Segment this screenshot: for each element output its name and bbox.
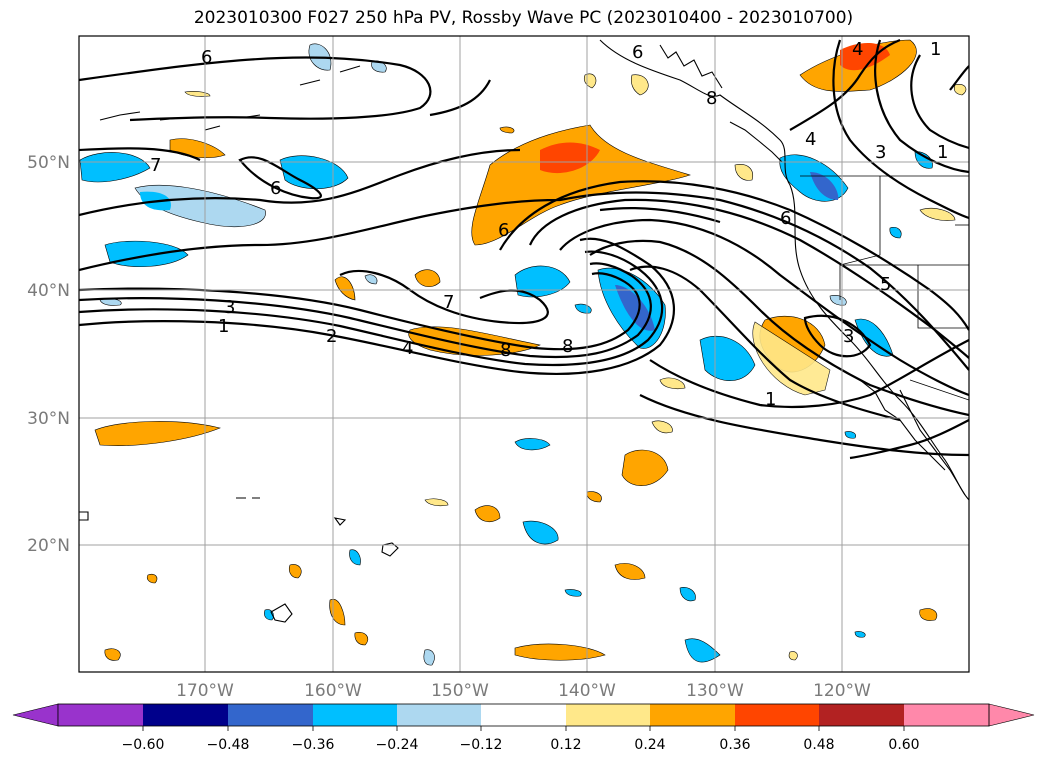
- lon-label: 160°W: [304, 681, 362, 701]
- contour-label: 3: [224, 297, 235, 318]
- colorbar-tick-label: −0.36: [292, 737, 335, 753]
- colorbar-swatch: [313, 704, 397, 726]
- contour-label: 6: [270, 178, 281, 199]
- colorbar-swatch: [819, 704, 904, 726]
- contour-label: 1: [937, 142, 948, 163]
- contour-label: 1: [765, 389, 776, 410]
- contour-label: 2: [326, 326, 337, 347]
- contour-labels: 6 7 6 3 1 2 4 6 7 8 8 6 1 5 3 1 4 3 1 4 …: [150, 39, 948, 410]
- contour-label: 4: [402, 338, 413, 359]
- contour-label: 8: [500, 340, 511, 361]
- colorbar-tick-label: 0.48: [803, 737, 834, 753]
- contour-label: 1: [930, 39, 941, 60]
- contour-label: 6: [201, 47, 212, 68]
- graticule: [79, 36, 969, 672]
- colorbar: −0.60 −0.48 −0.36 −0.24 −0.12 0.12 0.24 …: [12, 703, 1035, 753]
- lon-label: 150°W: [431, 681, 489, 701]
- contour-label: 8: [562, 336, 573, 357]
- colorbar-swatch: [650, 704, 735, 726]
- colorbar-swatch: [566, 704, 650, 726]
- map-title: 2023010300 F027 250 hPa PV, Rossby Wave …: [193, 8, 854, 28]
- positive-anomaly-fill: [94, 39, 967, 661]
- lat-label: 30°N: [27, 409, 70, 429]
- contour-label: 4: [852, 39, 863, 60]
- colorbar-swatch: [904, 704, 989, 726]
- lat-label: 40°N: [27, 281, 70, 301]
- pv-contours: [79, 38, 969, 460]
- lon-label: 120°W: [813, 681, 871, 701]
- lon-label: 140°W: [558, 681, 616, 701]
- longitude-labels: 170°W 160°W 150°W 140°W 130°W 120°W: [176, 681, 871, 701]
- colorbar-swatch: [228, 704, 313, 726]
- map-frame: [78, 35, 970, 673]
- contour-label: 5: [880, 274, 891, 295]
- colorbar-tick-label: −0.60: [122, 737, 165, 753]
- latitude-labels: 50°N 40°N 30°N 20°N: [27, 153, 70, 556]
- colorbar-tick-label: 0.60: [888, 737, 919, 753]
- lon-label: 170°W: [176, 681, 234, 701]
- contour-label: 3: [875, 142, 886, 163]
- contour-label: 6: [632, 42, 643, 63]
- contour-label: 6: [780, 208, 791, 229]
- lon-label: 130°W: [686, 681, 744, 701]
- colorbar-swatch: [143, 704, 228, 726]
- contour-label: 7: [443, 292, 454, 313]
- colorbar-swatch: [58, 704, 143, 726]
- colorbar-tick-label: −0.12: [460, 737, 503, 753]
- colorbar-swatch: [735, 704, 819, 726]
- contour-label: 3: [843, 326, 854, 347]
- colorbar-tick-label: −0.24: [376, 737, 419, 753]
- contour-label: 6: [498, 220, 509, 241]
- colorbar-swatch: [397, 704, 481, 726]
- colorbar-tick-label: 0.12: [550, 737, 581, 753]
- lat-label: 20°N: [27, 536, 70, 556]
- colorbar-extend-right: [988, 703, 1035, 727]
- contour-label: 8: [706, 88, 717, 109]
- colorbar-extend-left: [12, 703, 59, 727]
- contour-label: 7: [150, 155, 161, 176]
- contour-label: 4: [805, 129, 816, 150]
- colorbar-tick-label: 0.36: [719, 737, 750, 753]
- colorbar-frame: [57, 703, 990, 727]
- colorbar-swatch: [481, 704, 566, 726]
- contour-label: 1: [218, 316, 229, 337]
- colorbar-tick-label: 0.24: [634, 737, 665, 753]
- map-plot-area: 6 7 6 3 1 2 4 6 7 8 8 6 1 5 3 1 4 3 1 4 …: [79, 36, 969, 672]
- negative-anomaly-fill: [79, 43, 933, 666]
- lat-label: 50°N: [27, 153, 70, 173]
- colorbar-tick-label: −0.48: [207, 737, 250, 753]
